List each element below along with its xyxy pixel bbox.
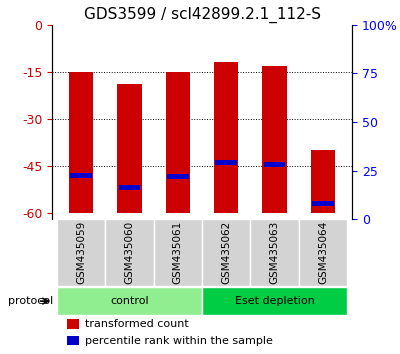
Text: transformed count: transformed count xyxy=(85,319,189,329)
Bar xyxy=(311,150,335,213)
Bar xyxy=(67,319,79,329)
Text: Eset depletion: Eset depletion xyxy=(235,296,314,306)
Text: GSM435063: GSM435063 xyxy=(270,221,280,284)
Title: GDS3599 / scl42899.2.1_112-S: GDS3599 / scl42899.2.1_112-S xyxy=(84,7,320,23)
Bar xyxy=(312,201,334,206)
FancyBboxPatch shape xyxy=(202,219,250,286)
Text: GSM435064: GSM435064 xyxy=(318,221,328,284)
FancyBboxPatch shape xyxy=(57,219,105,286)
Bar xyxy=(166,73,190,213)
Text: percentile rank within the sample: percentile rank within the sample xyxy=(85,336,273,346)
Text: protocol: protocol xyxy=(8,296,53,306)
Bar xyxy=(70,173,92,178)
Text: control: control xyxy=(110,296,149,306)
Bar xyxy=(69,73,93,213)
Bar xyxy=(214,62,238,213)
Text: GSM435062: GSM435062 xyxy=(221,221,231,284)
Text: GSM435061: GSM435061 xyxy=(173,221,183,284)
Bar xyxy=(215,160,237,165)
Bar xyxy=(262,65,287,213)
Bar xyxy=(67,336,79,346)
Bar xyxy=(118,185,140,190)
Text: GSM435060: GSM435060 xyxy=(124,221,134,284)
FancyBboxPatch shape xyxy=(202,287,347,315)
Bar xyxy=(117,84,142,213)
FancyBboxPatch shape xyxy=(250,219,299,286)
Text: GSM435059: GSM435059 xyxy=(76,221,86,284)
FancyBboxPatch shape xyxy=(57,287,202,315)
FancyBboxPatch shape xyxy=(299,219,347,286)
Bar xyxy=(264,162,286,167)
Bar xyxy=(167,175,189,179)
FancyBboxPatch shape xyxy=(154,219,202,286)
FancyBboxPatch shape xyxy=(105,219,154,286)
